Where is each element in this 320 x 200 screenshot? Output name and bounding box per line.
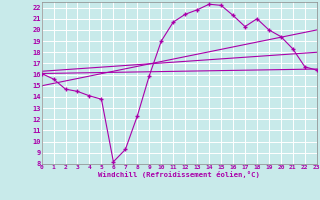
X-axis label: Windchill (Refroidissement éolien,°C): Windchill (Refroidissement éolien,°C) [98,171,260,178]
